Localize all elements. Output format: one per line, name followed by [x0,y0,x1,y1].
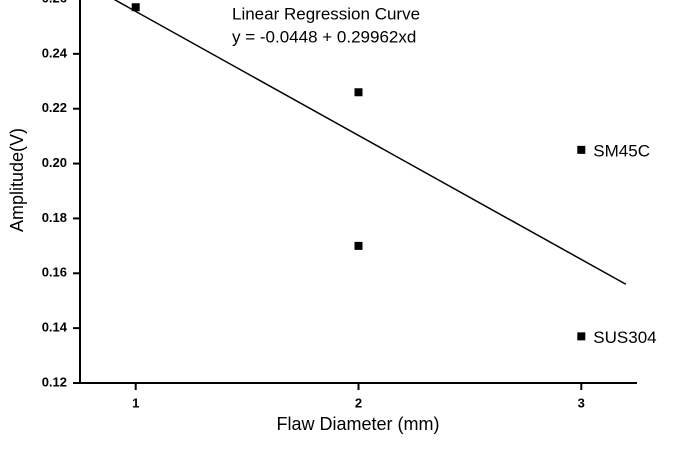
chart-title: Linear Regression Curve [232,4,420,23]
y-tick-label: 0.16 [42,265,67,280]
x-tick-label: 3 [578,395,585,410]
regression-line [113,0,627,285]
y-tick-label: 0.26 [42,0,67,5]
y-tick-label: 0.12 [42,374,67,389]
x-axis-label: Flaw Diameter (mm) [276,414,439,434]
y-tick-label: 0.22 [42,100,67,115]
data-point [354,88,363,97]
y-tick-label: 0.24 [42,45,68,60]
data-point [577,332,586,341]
y-tick-label: 0.14 [42,320,68,335]
x-tick-label: 2 [355,395,362,410]
point-label: SM45C [593,141,650,160]
data-point [131,3,140,12]
data-point [577,145,586,154]
x-tick-label: 1 [132,395,139,410]
y-axis-label: Amplitude(V) [7,128,27,232]
chart-subtitle: y = -0.0448 + 0.29962xd [232,27,416,46]
data-point [354,241,363,250]
y-tick-label: 0.20 [42,155,67,170]
point-label: SUS304 [593,328,656,347]
y-tick-label: 0.18 [42,210,67,225]
